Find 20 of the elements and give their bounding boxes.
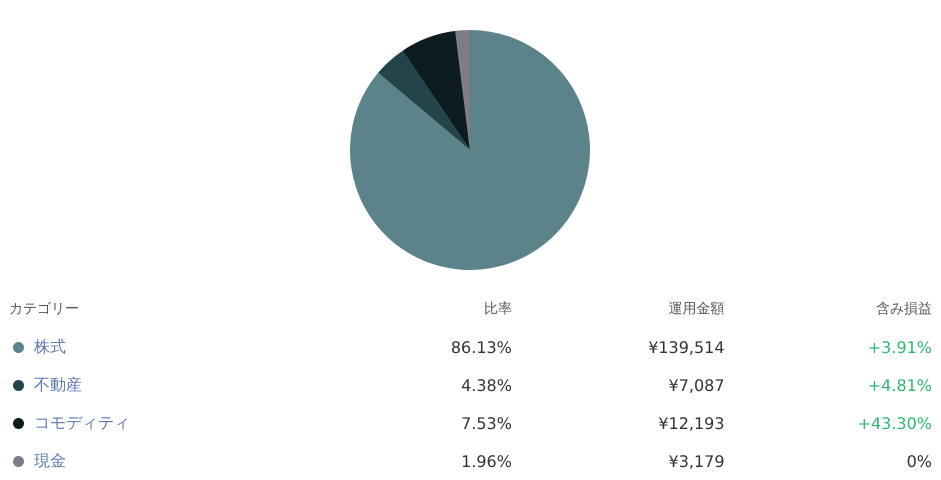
legend-label: 不動産 — [34, 374, 82, 394]
legend-label: 現金 — [34, 450, 66, 470]
text: +3.91% — [866, 336, 933, 358]
text: 運用金額 — [668, 300, 726, 319]
data-label: ¥7,087 — [668, 374, 726, 396]
text: 7.53% — [460, 412, 513, 434]
legend-label: 株式 — [34, 336, 66, 356]
text: +43.30% — [856, 412, 933, 434]
data-label: ¥3,179 — [668, 450, 726, 472]
data-label: ¥12,193 — [657, 412, 726, 434]
data-label: ¥139,514 — [647, 336, 726, 358]
legend-label: コモディティ — [34, 412, 130, 432]
text: カテゴリー — [8, 300, 80, 319]
text: +4.81% — [866, 374, 933, 396]
text: 含み損益 — [875, 300, 933, 319]
text: 1.96% — [460, 450, 513, 472]
text: 86.13% — [450, 336, 513, 358]
text: 比率 — [482, 300, 513, 319]
text: 4.38% — [460, 374, 513, 396]
text: 0% — [906, 450, 933, 472]
